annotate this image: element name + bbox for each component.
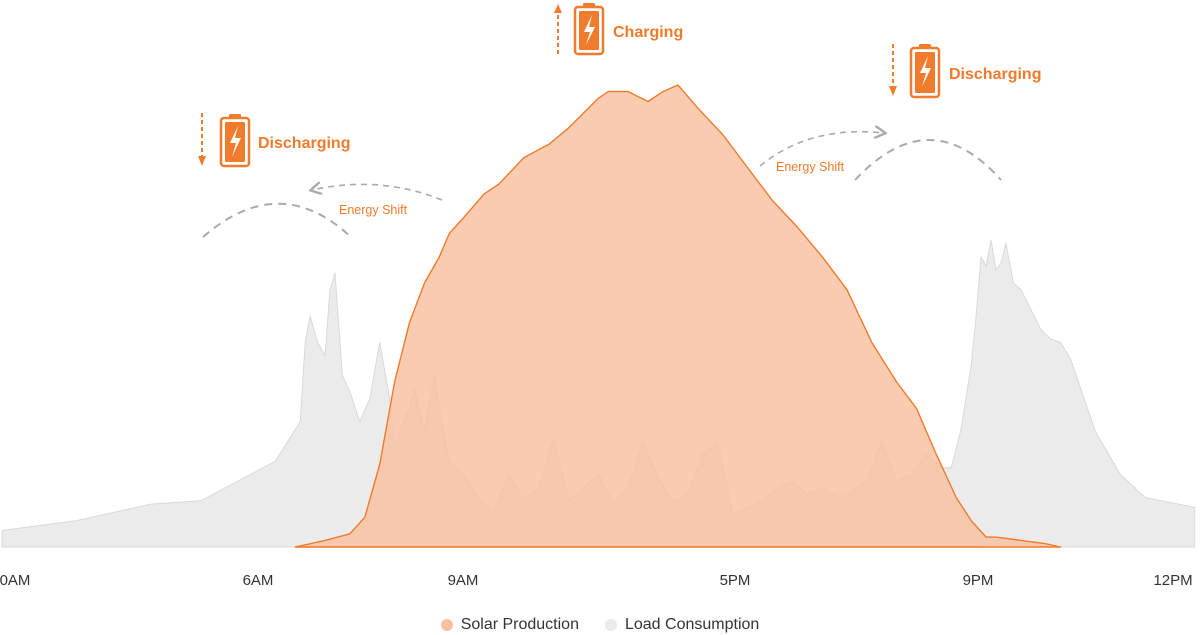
legend: Solar Production Load Consumption [0,616,1200,634]
legend-swatch-load [604,619,617,631]
series-layer [1,84,1196,548]
x-tick-label: 0AM [0,572,30,589]
energy-shift-label-right: Energy Shift [776,160,845,174]
discharging-label-right: Discharging [949,66,1041,83]
shift-arrow-left [312,184,443,201]
shift-arc-right-long [854,139,1002,181]
battery-discharging-icon [219,114,251,168]
x-axis-ticks: 0AM 6AM 9AM 5PM 9PM 12PM [0,572,1193,589]
shift-arc-left-short [202,202,353,239]
x-tick-label: 12PM [1153,572,1192,589]
charging-label: Charging [613,24,683,41]
series-area-solar-production [294,84,1062,548]
energy-shift-right: Energy Shift [759,132,1002,181]
energy-shift-label-left: Energy Shift [339,203,408,217]
arrow-up-icon [554,4,562,54]
x-tick-label: 9PM [963,572,994,589]
x-tick-label: 9AM [448,572,479,589]
discharging-label-left: Discharging [258,135,350,152]
discharging-indicator-right: Discharging [889,44,1041,99]
charging-indicator: Charging [554,3,683,56]
legend-item-load: Load Consumption [604,616,760,634]
legend-item-solar: Solar Production [440,616,579,634]
discharging-indicator-left: Discharging [198,113,350,168]
legend-swatch-solar [440,619,453,631]
arrow-down-icon [889,44,897,96]
energy-shift-left: Energy Shift [202,184,443,239]
shift-arrow-right [759,132,884,167]
arrow-down-icon [198,113,206,166]
battery-charging-icon [573,3,605,56]
x-tick-label: 6AM [243,572,274,589]
legend-label-load: Load Consumption [624,616,760,633]
legend-label-solar: Solar Production [460,616,579,633]
x-tick-label: 5PM [720,572,751,589]
battery-discharging-icon [909,44,941,99]
